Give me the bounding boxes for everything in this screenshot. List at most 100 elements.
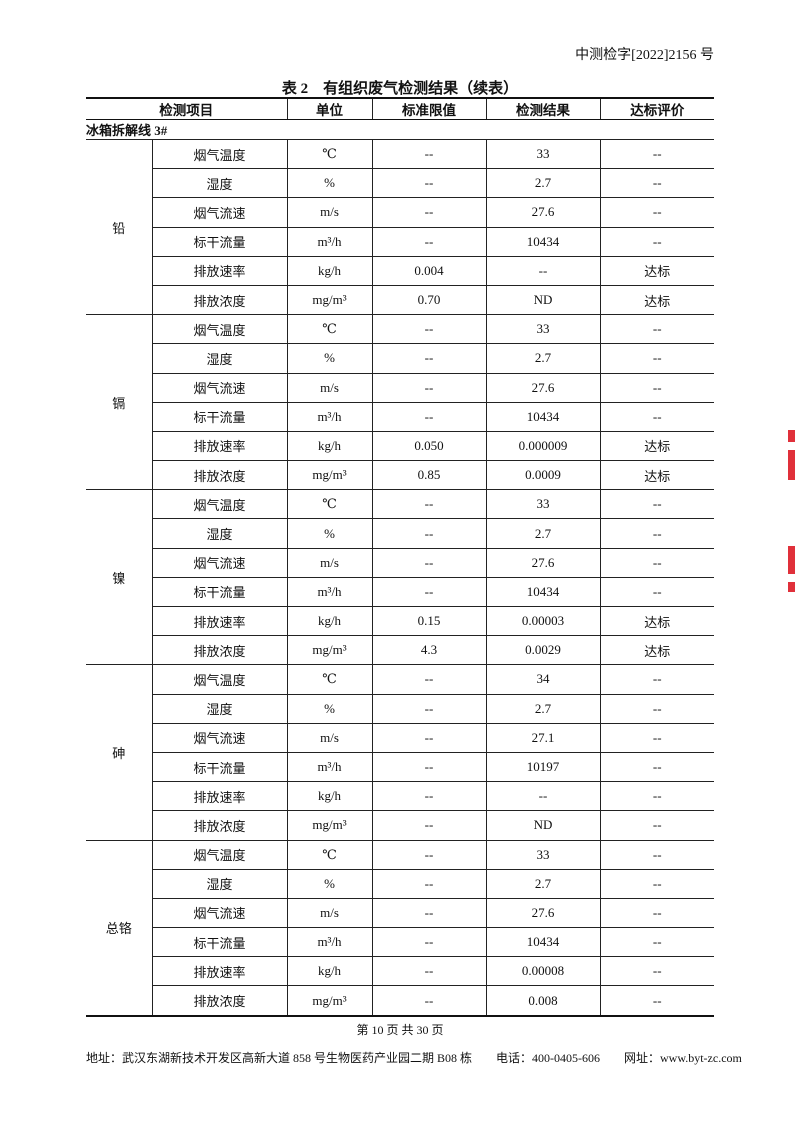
item-cell: 标干流量	[151, 576, 288, 608]
section-row: 冰箱拆解线 3#	[86, 119, 714, 140]
table-row: 标干流量 m³/h -- 10434 --	[86, 576, 714, 608]
result-cell: 10197	[485, 751, 601, 783]
table-row: 烟气流速 m/s -- 27.6 --	[86, 197, 714, 228]
item-cell: 烟气温度	[151, 664, 288, 695]
item-cell: 烟气流速	[151, 547, 288, 578]
evaluation-cell: --	[599, 168, 714, 199]
evaluation-cell: --	[599, 956, 714, 987]
pollutant-name: 镍	[86, 489, 153, 666]
evaluation-cell: --	[599, 693, 714, 724]
table-row: 排放浓度 mg/m³ 4.3 0.0029 达标	[86, 635, 714, 666]
table-row: 标干流量 m³/h -- 10434 --	[86, 927, 714, 958]
unit-cell: m³/h	[286, 927, 373, 958]
item-cell: 湿度	[151, 168, 288, 199]
section-label: 冰箱拆解线 3#	[86, 119, 714, 140]
limit-cell: --	[371, 839, 487, 870]
result-cell: ND	[485, 810, 601, 841]
table-row: 排放速率 kg/h 0.050 0.000009 达标	[86, 430, 714, 462]
limit-cell: 0.050	[371, 430, 487, 462]
table-row: 标干流量 m³/h -- 10434 --	[86, 226, 714, 257]
unit-cell: m/s	[286, 372, 373, 403]
result-cell: 2.7	[485, 518, 601, 549]
unit-cell: mg/m³	[286, 284, 373, 316]
evaluation-cell: --	[599, 372, 714, 403]
limit-cell: --	[371, 314, 487, 345]
limit-cell: --	[371, 489, 487, 520]
evaluation-cell: 达标	[599, 430, 714, 462]
result-cell: 2.7	[485, 693, 601, 724]
limit-cell: 4.3	[371, 635, 487, 666]
evaluation-cell: 达标	[599, 255, 714, 286]
table-row: 排放速率 kg/h -- 0.00008 --	[86, 956, 714, 987]
item-cell: 烟气流速	[151, 372, 288, 403]
result-cell: 2.7	[485, 868, 601, 899]
table-row: 排放速率 kg/h 0.004 -- 达标	[86, 255, 714, 286]
unit-cell: ℃	[286, 138, 373, 170]
result-cell: 10434	[485, 401, 601, 432]
limit-cell: --	[371, 197, 487, 228]
evaluation-cell: --	[599, 868, 714, 899]
item-cell: 标干流量	[151, 401, 288, 432]
table-row: 排放速率 kg/h -- -- --	[86, 781, 714, 812]
limit-cell: --	[371, 810, 487, 841]
unit-cell: kg/h	[286, 956, 373, 987]
unit-cell: kg/h	[286, 430, 373, 462]
unit-cell: mg/m³	[286, 985, 373, 1017]
col-header: 检测项目	[86, 97, 288, 120]
pollutant-name: 砷	[86, 664, 153, 841]
result-cell: 2.7	[485, 343, 601, 374]
item-cell: 标干流量	[151, 226, 288, 257]
unit-cell: ℃	[286, 664, 373, 695]
evaluation-cell: --	[599, 722, 714, 753]
evaluation-cell: --	[599, 226, 714, 257]
evaluation-cell: --	[599, 489, 714, 520]
pollutant-name: 镉	[86, 314, 153, 491]
unit-cell: kg/h	[286, 605, 373, 637]
limit-cell: --	[371, 518, 487, 549]
table-row: 烟气流速 m/s -- 27.6 --	[86, 547, 714, 578]
unit-cell: mg/m³	[286, 635, 373, 666]
limit-cell: --	[371, 985, 487, 1017]
result-cell: 0.00008	[485, 956, 601, 987]
evaluation-cell: --	[599, 401, 714, 432]
item-cell: 烟气温度	[151, 839, 288, 870]
unit-cell: m/s	[286, 722, 373, 753]
result-cell: --	[485, 255, 601, 286]
limit-cell: --	[371, 664, 487, 695]
result-cell: 10434	[485, 927, 601, 958]
result-cell: 27.6	[485, 372, 601, 403]
limit-cell: --	[371, 138, 487, 170]
col-header: 检测结果	[485, 97, 601, 120]
evaluation-cell: --	[599, 810, 714, 841]
result-cell: 10434	[485, 576, 601, 608]
item-cell: 烟气流速	[151, 197, 288, 228]
unit-cell: m³/h	[286, 576, 373, 608]
table-row: 标干流量 m³/h -- 10197 --	[86, 751, 714, 783]
table-row: 镉烟气温度 ℃ -- 33 --	[86, 314, 714, 491]
unit-cell: kg/h	[286, 781, 373, 812]
evaluation-cell: --	[599, 547, 714, 578]
limit-cell: --	[371, 576, 487, 608]
table-row: 湿度% -- 2.7 --	[86, 868, 714, 899]
result-cell: 27.6	[485, 547, 601, 578]
limit-cell: 0.70	[371, 284, 487, 316]
evaluation-cell: --	[599, 751, 714, 783]
evaluation-cell: --	[599, 314, 714, 345]
result-cell: 33	[485, 489, 601, 520]
table-row: 烟气流速 m/s -- 27.6 --	[86, 897, 714, 929]
item-cell: 排放浓度	[151, 460, 288, 491]
item-cell: 烟气流速	[151, 722, 288, 753]
table-row: 铅烟气温度 ℃ -- 33 --	[86, 138, 714, 316]
pollutant-name: 铅	[86, 138, 153, 316]
unit-cell: m/s	[286, 547, 373, 578]
table-row: 排放浓度 mg/m³ -- ND --	[86, 810, 714, 841]
limit-cell: --	[371, 927, 487, 958]
result-cell: 27.6	[485, 897, 601, 929]
item-cell: 排放浓度	[151, 810, 288, 841]
col-header: 单位	[286, 97, 373, 120]
unit-cell: m³/h	[286, 226, 373, 257]
result-cell: 0.008	[485, 985, 601, 1017]
col-header: 达标评价	[599, 97, 714, 120]
item-cell: 排放速率	[151, 605, 288, 637]
